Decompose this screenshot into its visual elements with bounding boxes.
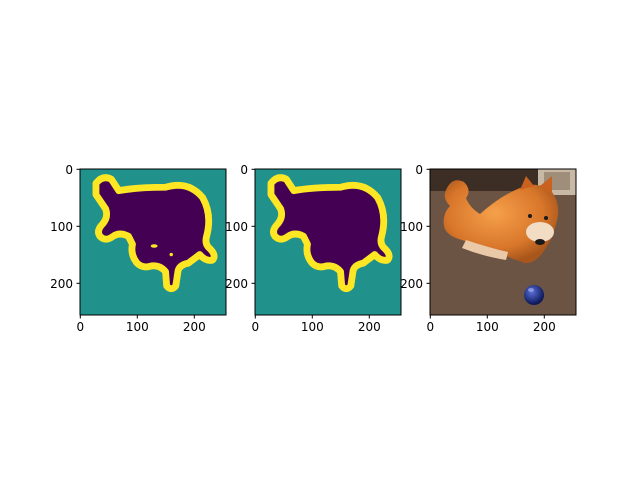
x-tick-label: 0 [251, 320, 259, 334]
panel-mask-raw: 0 100 200 0 100 200 [50, 163, 226, 334]
y-tick-label: 0 [240, 163, 248, 177]
x-tick-label: 100 [301, 320, 324, 334]
y-tick-label: 100 [50, 220, 73, 234]
x-tick-label: 200 [183, 320, 206, 334]
x-tick-label: 100 [126, 320, 149, 334]
y-tick-label: 200 [400, 277, 423, 291]
x-tick-label: 100 [476, 320, 499, 334]
panel-photo: 0 100 200 0 100 200 [400, 163, 576, 334]
y-tick-label: 100 [400, 220, 423, 234]
y-tick-label: 100 [225, 220, 248, 234]
y-tick-label: 0 [65, 163, 73, 177]
x-tick-label: 0 [76, 320, 84, 334]
y-tick-label: 200 [50, 277, 73, 291]
x-tick-label: 200 [533, 320, 556, 334]
panel-mask-clean: 0 100 200 0 100 200 [225, 163, 401, 334]
x-tick-label: 200 [358, 320, 381, 334]
y-tick-label: 0 [415, 163, 423, 177]
blue-ball [524, 285, 544, 305]
y-tick-label: 200 [225, 277, 248, 291]
x-tick-label: 0 [426, 320, 434, 334]
